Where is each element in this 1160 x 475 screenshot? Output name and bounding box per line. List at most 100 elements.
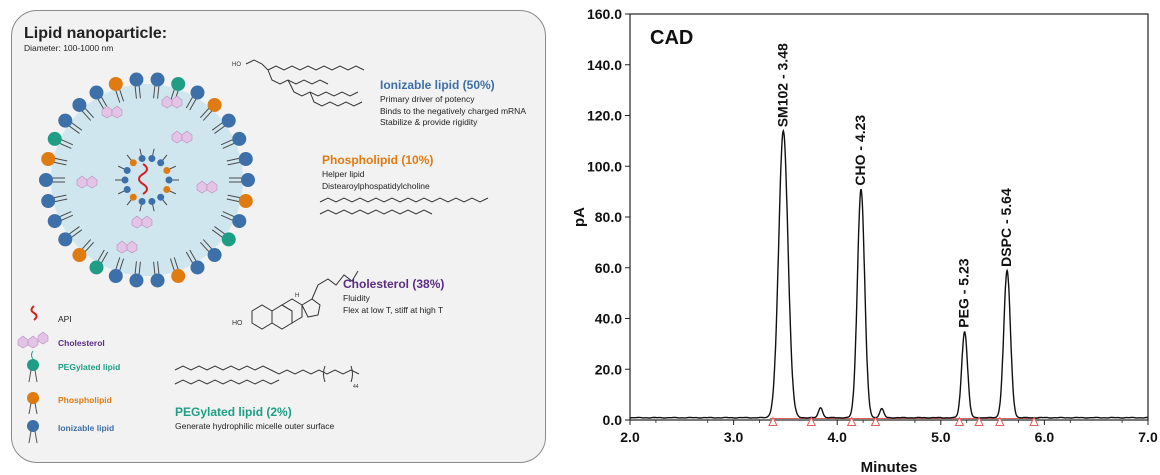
cholesterol-structure-icon: HO H bbox=[232, 270, 359, 330]
integration-marker bbox=[995, 416, 1005, 426]
cholesterol-ring bbox=[126, 240, 138, 254]
y-axis-label: pA bbox=[571, 207, 588, 227]
legend-icons bbox=[17, 305, 49, 444]
cholesterol-molecule bbox=[101, 105, 123, 119]
y-tick-label: 40.0 bbox=[595, 311, 622, 327]
x-axis-label: Minutes bbox=[861, 459, 918, 475]
phospholipid-desc-2: Distearoylphospatidylcholine bbox=[322, 180, 430, 191]
lipid-head bbox=[221, 113, 236, 128]
lipid-head bbox=[41, 152, 56, 167]
micelle-head bbox=[157, 193, 165, 201]
lipid-head bbox=[47, 131, 62, 146]
lipid-head bbox=[207, 97, 222, 112]
lipid-head bbox=[171, 76, 186, 91]
x-tick-label: 4.0 bbox=[827, 429, 847, 445]
x-tick-label: 6.0 bbox=[1035, 429, 1055, 445]
lipid-head bbox=[129, 72, 144, 87]
peak-label: CHO - 4.23 bbox=[852, 115, 868, 186]
y-tick-label: 120.0 bbox=[587, 108, 622, 124]
micelle-head bbox=[121, 176, 129, 184]
pegylated-lipid-structure-icon: 44 bbox=[174, 365, 360, 390]
cholesterol-molecule bbox=[196, 180, 218, 194]
legend-label-cholesterol: Cholesterol bbox=[58, 338, 105, 348]
integration-marker bbox=[954, 416, 965, 426]
lipid-head bbox=[47, 214, 62, 229]
legend-label-ionizable: Ionizable lipid bbox=[58, 423, 115, 433]
lipid-head bbox=[108, 76, 123, 91]
x-tick-label: 2.0 bbox=[620, 429, 640, 445]
cholesterol-ring bbox=[86, 175, 98, 189]
lipid-head bbox=[190, 260, 205, 275]
lipid-head bbox=[58, 232, 73, 247]
particle-core bbox=[51, 84, 243, 276]
micelle-head bbox=[163, 186, 171, 194]
cholesterol-desc-2: Flex at low T, stiff at high T bbox=[343, 304, 444, 315]
cholesterol-molecule bbox=[131, 215, 153, 229]
integration-marker bbox=[974, 416, 984, 426]
phospholipid-desc-1: Helper lipid bbox=[322, 169, 365, 179]
cholesterol-ring bbox=[141, 215, 153, 229]
x-tick-label: 3.0 bbox=[724, 429, 744, 445]
legend-label-pegylated: PEGylated lipid bbox=[58, 362, 121, 372]
peg-subscript: 44 bbox=[353, 384, 359, 390]
lipid-head bbox=[238, 152, 253, 167]
cad-chromatogram: 0.0 20.0 40.0 60.0 80.0 100.0 120.0 140.0 160.0 2… bbox=[571, 6, 1158, 475]
peak-label: DSPC - 5.64 bbox=[998, 188, 1014, 267]
ionizable-lipid-desc-1: Primary driver of potency bbox=[380, 94, 475, 104]
micelle-head bbox=[157, 159, 165, 167]
integration-marker bbox=[870, 416, 881, 426]
pegylated-lipid-title: PEGylated lipid (2%) bbox=[175, 405, 292, 419]
micelle-head bbox=[129, 193, 137, 201]
lipid-head bbox=[190, 85, 205, 100]
y-tick-label: 20.0 bbox=[595, 361, 622, 377]
chromatogram-trace bbox=[630, 128, 1148, 419]
lipid-head bbox=[232, 214, 247, 229]
lipid-head bbox=[72, 248, 87, 263]
lipid-head bbox=[150, 72, 165, 87]
api-strand-icon bbox=[30, 305, 38, 321]
h-atom-label: H bbox=[295, 293, 299, 299]
cholesterol-title: Cholesterol (38%) bbox=[343, 277, 445, 291]
cholesterol-ring bbox=[111, 105, 123, 119]
cholesterol-ring bbox=[206, 180, 218, 194]
ho-label: HO bbox=[232, 62, 241, 68]
cholesterol-icon bbox=[17, 331, 49, 349]
y-tick-label: 100.0 bbox=[587, 158, 622, 174]
lipid-head bbox=[41, 193, 56, 208]
micelle-head bbox=[138, 155, 146, 163]
lipid-head bbox=[39, 173, 53, 187]
lipid-head bbox=[89, 85, 104, 100]
phospholipid-icon bbox=[27, 392, 39, 415]
lipid-head bbox=[150, 273, 165, 288]
integration-marker bbox=[1029, 416, 1039, 426]
cholesterol-desc-1: Fluidity bbox=[343, 293, 370, 303]
cholesterol-molecule bbox=[161, 95, 183, 109]
x-tick-label: 5.0 bbox=[931, 429, 951, 445]
lipid-head bbox=[89, 260, 104, 275]
lipid-head bbox=[232, 131, 247, 146]
diameter-label: Diameter: 100-1000 nm bbox=[24, 43, 114, 53]
cholesterol-ho-label: HO bbox=[232, 320, 243, 327]
nanoparticle-diagram bbox=[39, 72, 255, 288]
ionizable-lipid-title: Ionizable lipid (50%) bbox=[380, 78, 495, 92]
cholesterol-molecule bbox=[76, 175, 98, 189]
integration-marker bbox=[768, 416, 778, 426]
lipid-head bbox=[207, 248, 222, 263]
micelle-head bbox=[138, 197, 146, 205]
ionizable-lipid-structure-icon: HO bbox=[232, 59, 365, 107]
integration-marker bbox=[806, 416, 817, 426]
peak-label: PEG - 5.23 bbox=[956, 258, 972, 327]
cholesterol-molecule bbox=[171, 130, 193, 144]
panel-title: Lipid nanoparticle: bbox=[24, 25, 168, 42]
y-tick-label: 0.0 bbox=[603, 412, 623, 428]
lipid-head bbox=[241, 173, 255, 187]
cholesterol-molecule bbox=[116, 240, 138, 254]
micelle-head bbox=[123, 166, 131, 174]
plot-frame bbox=[629, 13, 1149, 421]
lipid-head bbox=[171, 269, 186, 284]
legend-label-phospholipid: Phospholipid bbox=[58, 395, 112, 405]
phospholipid-structure-icon bbox=[319, 197, 489, 215]
integration-marker bbox=[846, 416, 857, 426]
y-tick-label: 60.0 bbox=[595, 260, 622, 276]
ionizable-lipid-desc-3: Stabilize & provide rigidity bbox=[380, 117, 478, 127]
